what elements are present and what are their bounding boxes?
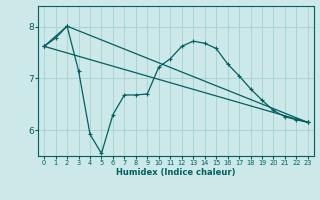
X-axis label: Humidex (Indice chaleur): Humidex (Indice chaleur) (116, 168, 236, 177)
